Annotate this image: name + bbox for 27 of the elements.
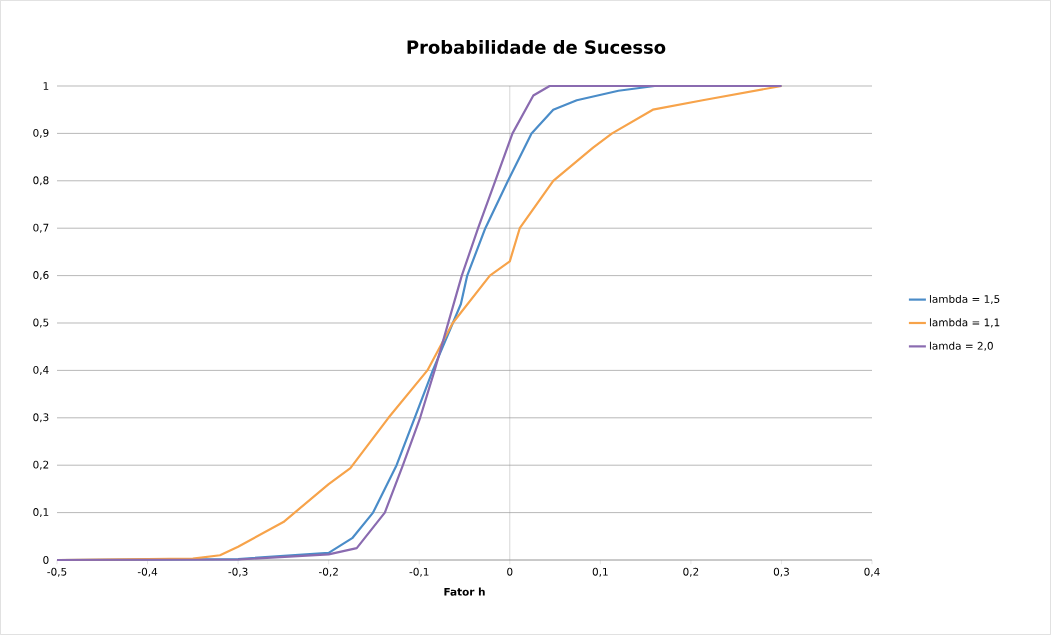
legend-label: lamda = 2,0 [929, 341, 993, 351]
y-tick-label: 0,3 [33, 413, 49, 423]
y-tick-label: 0,7 [33, 223, 49, 233]
x-tick-label: 0 [507, 567, 513, 576]
x-tick-label: -0,5 [47, 567, 67, 577]
y-tick-label: 0,2 [33, 460, 49, 470]
x-tick-label: -0,4 [137, 567, 158, 577]
legend-label: lambda = 1,1 [929, 318, 1000, 328]
legend-label: lambda = 1,5 [929, 294, 1000, 305]
x-tick-label: -0,2 [318, 567, 338, 577]
y-tick-label: 0,6 [33, 271, 49, 281]
y-tick-label: 0,4 [33, 365, 49, 375]
x-tick-label: 0,4 [864, 567, 880, 577]
chart-title: Probabilidade de Sucesso [407, 40, 666, 54]
y-tick-label: 0,8 [33, 176, 49, 186]
x-tick-label: 0,1 [592, 567, 608, 577]
x-tick-label: -0,3 [228, 567, 248, 577]
y-tick-label: 0,1 [33, 508, 49, 518]
y-tick-label: 0,9 [33, 128, 49, 138]
x-tick-label: -0,1 [409, 567, 429, 577]
x-tick-label: 0,2 [683, 567, 699, 577]
y-tick-label: 0,5 [33, 318, 49, 328]
x-axis-title: Fator h [444, 587, 485, 596]
y-tick-label: 0 [43, 556, 49, 564]
line-series [55, 84, 783, 562]
x-tick-label: 0,3 [773, 567, 789, 577]
y-tick-label: 1 [43, 82, 49, 90]
